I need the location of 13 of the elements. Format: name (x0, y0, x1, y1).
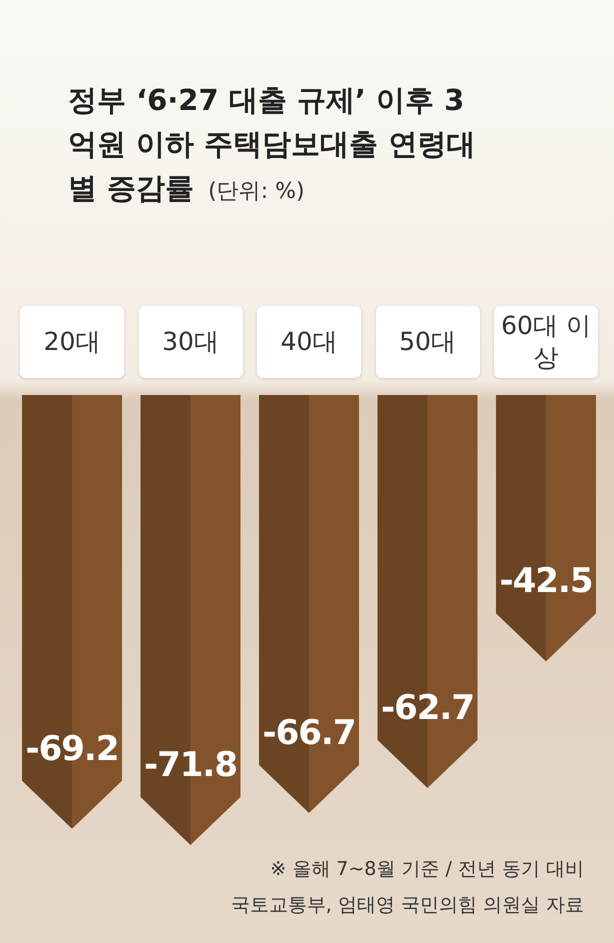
data-label: -71.8 (143, 745, 238, 785)
x-tick-label: 20대 (20, 306, 124, 378)
text: 국토교통부, 엄태영 국민의힘 의원실 자료 (230, 893, 584, 918)
text: ※ 올해 7~8월 기준 / 전년 동기 대비 (270, 857, 584, 882)
x-tick-label: 30대 (138, 306, 242, 378)
x-tick-label: 60대 이상 (494, 306, 598, 378)
data-label: -66.7 (262, 713, 356, 754)
data-label: -62.7 (380, 688, 475, 728)
data-label: -42.5 (498, 561, 594, 602)
x-tick-label: 40대 (257, 306, 361, 378)
data-label: -69.2 (24, 728, 120, 769)
chart-subtitle: (단위: %) (208, 179, 305, 204)
x-tick-label: 50대 (376, 306, 480, 378)
